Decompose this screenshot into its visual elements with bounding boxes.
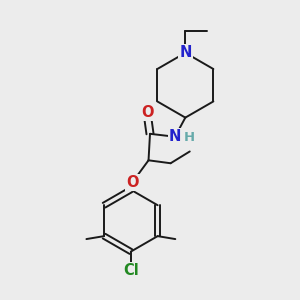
Text: N: N [169,129,181,144]
Text: H: H [183,131,194,144]
Text: Cl: Cl [123,263,139,278]
Text: N: N [179,45,191,60]
Text: O: O [141,105,153,120]
Text: O: O [126,175,139,190]
